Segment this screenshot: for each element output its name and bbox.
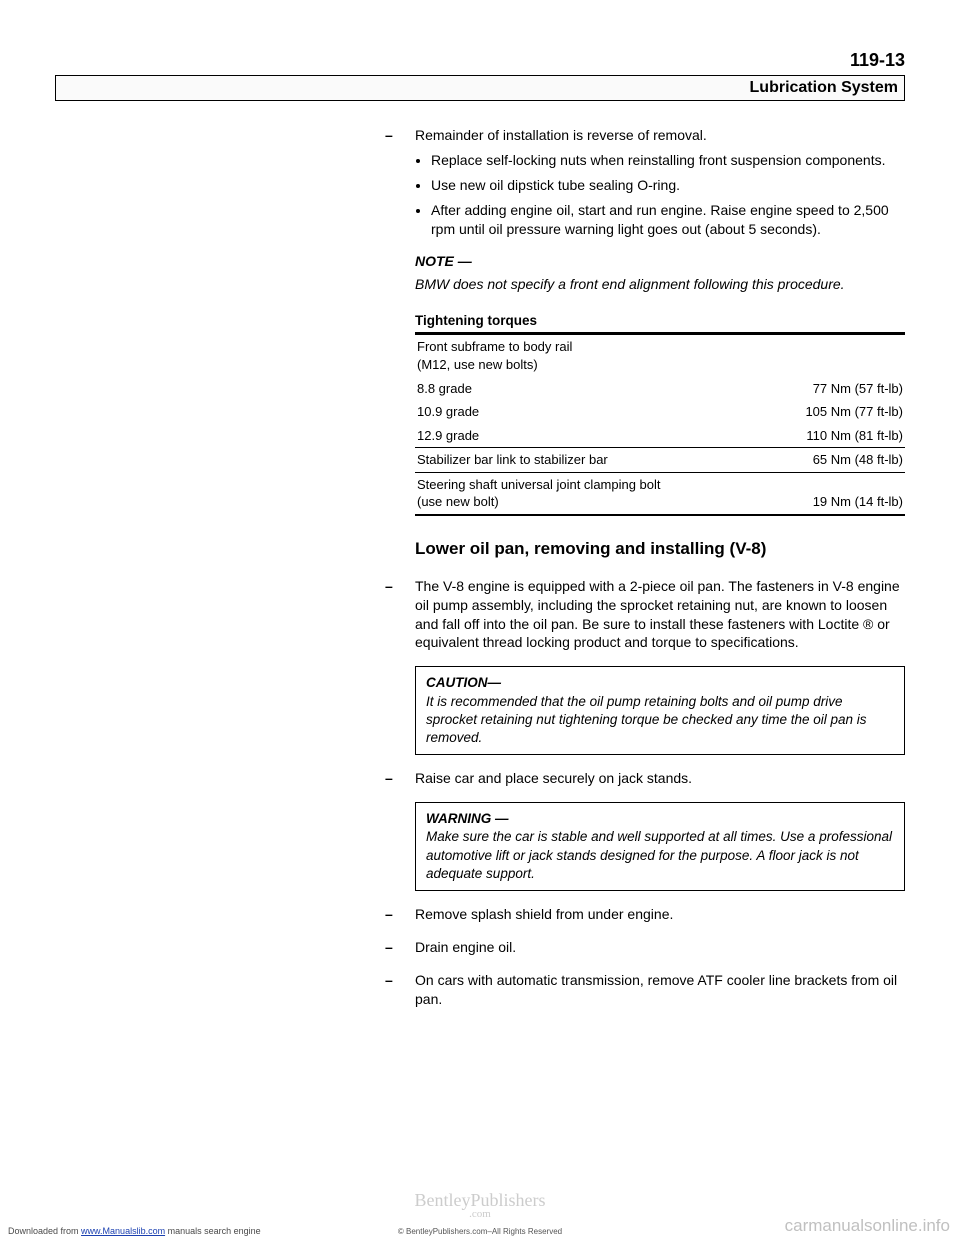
- content-column: – Remainder of installation is reverse o…: [415, 126, 905, 1009]
- torque-value: 77 Nm (57 ft-lb): [762, 377, 905, 401]
- torque-label: Stabilizer bar link to stabilizer bar: [415, 448, 762, 473]
- dash-icon: –: [385, 126, 393, 145]
- page: 119-13 Lubrication System – Remainder of…: [0, 0, 960, 1242]
- dash-icon: –: [385, 971, 393, 990]
- watermark-line1: BentleyPublishers: [415, 1191, 546, 1209]
- step-text: On cars with automatic transmission, rem…: [415, 972, 897, 1007]
- bullet-item: Replace self-locking nuts when reinstall…: [431, 151, 905, 170]
- torque-sub-label: 12.9 grade: [415, 424, 762, 448]
- bullet-item: After adding engine oil, start and run e…: [431, 201, 905, 239]
- torques-heading: Tightening torques: [415, 312, 905, 330]
- step-atf-cooler: – On cars with automatic transmission, r…: [415, 971, 905, 1009]
- torque-sub-label: 10.9 grade: [415, 400, 762, 424]
- warning-box: WARNING — Make sure the car is stable an…: [415, 802, 905, 891]
- torques-table: Front subframe to body rail (M12, use ne…: [415, 332, 905, 515]
- torque-label: Steering shaft universal joint clamping …: [415, 472, 762, 514]
- step-text: Remove splash shield from under engine.: [415, 906, 673, 922]
- footer-left-pre: Downloaded from: [8, 1226, 81, 1236]
- step-text: Drain engine oil.: [415, 939, 516, 955]
- step-text: Remainder of installation is reverse of …: [415, 127, 707, 143]
- note-text: BMW does not specify a front end alignme…: [415, 275, 905, 294]
- note-label: NOTE —: [415, 253, 472, 269]
- warning-text: Make sure the car is stable and well sup…: [426, 829, 892, 880]
- step-text: Raise car and place securely on jack sta…: [415, 770, 692, 786]
- footer-site-watermark: carmanualsonline.info: [785, 1216, 950, 1236]
- caution-text: It is recommended that the oil pump reta…: [426, 694, 867, 745]
- header-title-box: Lubrication System: [55, 75, 905, 101]
- watermark-bentley: BentleyPublishers .com: [415, 1191, 546, 1220]
- watermark-line2: .com: [415, 1209, 546, 1220]
- torque-value: 110 Nm (81 ft-lb): [762, 424, 905, 448]
- caution-box: CAUTION— It is recommended that the oil …: [415, 666, 905, 755]
- note-block: NOTE —: [415, 252, 905, 271]
- step-raise-car: – Raise car and place securely on jack s…: [415, 769, 905, 788]
- footer-left: Downloaded from www.Manualslib.com manua…: [8, 1226, 261, 1236]
- dash-icon: –: [385, 938, 393, 957]
- section-heading: Lower oil pan, removing and installing (…: [415, 538, 905, 561]
- step-splash-shield: – Remove splash shield from under engine…: [415, 905, 905, 924]
- page-number: 119-13: [55, 50, 905, 71]
- torque-value: 19 Nm (14 ft-lb): [762, 472, 905, 514]
- dash-icon: –: [385, 769, 393, 788]
- step-text: The V-8 engine is equipped with a 2-piec…: [415, 578, 900, 651]
- footer-left-post: manuals search engine: [165, 1226, 261, 1236]
- footer-manualslib-link[interactable]: www.Manualslib.com: [81, 1226, 165, 1236]
- torque-value: 65 Nm (48 ft-lb): [762, 448, 905, 473]
- warning-label: WARNING —: [426, 811, 509, 826]
- step-remainder: – Remainder of installation is reverse o…: [415, 126, 905, 238]
- bullet-item: Use new oil dipstick tube sealing O-ring…: [431, 176, 905, 195]
- dash-icon: –: [385, 905, 393, 924]
- torque-value: 105 Nm (77 ft-lb): [762, 400, 905, 424]
- torque-sub-label: 8.8 grade: [415, 377, 762, 401]
- caution-label: CAUTION—: [426, 675, 501, 690]
- step-v8-intro: – The V-8 engine is equipped with a 2-pi…: [415, 577, 905, 653]
- footer-copyright: © BentleyPublishers.com–All Rights Reser…: [398, 1227, 562, 1236]
- torque-label: Front subframe to body rail (M12, use ne…: [415, 335, 762, 377]
- bullet-list: Replace self-locking nuts when reinstall…: [415, 151, 905, 239]
- dash-icon: –: [385, 577, 393, 596]
- step-drain-oil: – Drain engine oil.: [415, 938, 905, 957]
